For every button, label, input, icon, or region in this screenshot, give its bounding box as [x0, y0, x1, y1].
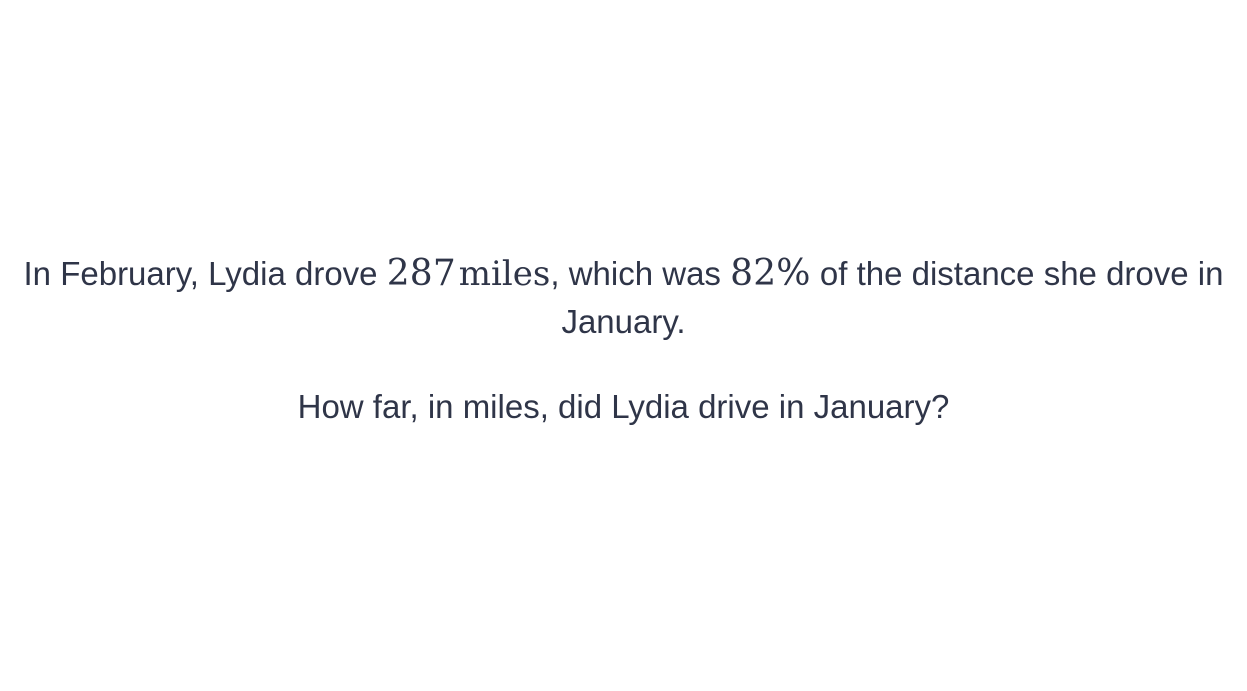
distance-unit: miles: [458, 254, 551, 294]
problem-container: In February, Lydia drove 287 miles, whic…: [0, 250, 1247, 430]
statement-text-part1: In February, Lydia drove: [23, 255, 387, 292]
statement-text-part3: of the distance she drove in January.: [561, 255, 1224, 340]
statement-text-part2: , which was: [550, 255, 731, 292]
problem-statement: In February, Lydia drove 287 miles, whic…: [19, 250, 1229, 345]
distance-value: 287: [386, 253, 457, 294]
percent-value: 82%: [730, 253, 811, 294]
problem-question: How far, in miles, did Lydia drive in Ja…: [297, 388, 950, 425]
